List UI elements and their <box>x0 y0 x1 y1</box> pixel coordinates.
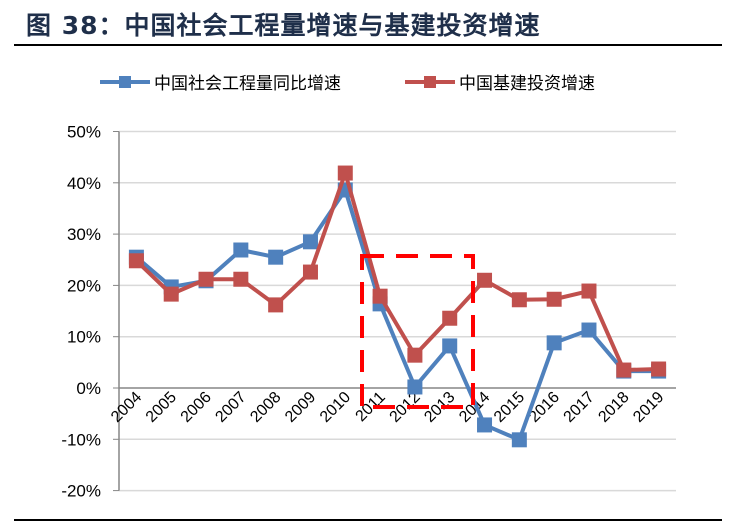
x-tick-label: 2009 <box>282 389 319 426</box>
data-point-marker <box>163 286 179 302</box>
data-point-marker <box>128 253 144 269</box>
data-point-marker <box>581 283 597 299</box>
series-infrastructure-investment <box>128 165 667 378</box>
y-axis: 50% 40% 30% 20% 10% 0% -10% -20% <box>61 123 120 501</box>
y-tick-label: 0% <box>76 379 101 398</box>
data-point-marker <box>233 271 249 287</box>
x-tick-label: 2004 <box>108 389 145 426</box>
y-tick-label: 30% <box>67 225 101 244</box>
y-tick-label: -20% <box>61 482 101 501</box>
data-point-marker <box>581 322 597 338</box>
legend-item: 中国社会工程量同比增速 <box>100 74 341 94</box>
bottom-divider <box>14 519 722 521</box>
data-point-marker <box>511 432 527 448</box>
data-point-marker <box>616 362 632 378</box>
data-point-marker <box>546 291 562 307</box>
x-tick-label: 2019 <box>630 389 667 426</box>
data-point-marker <box>442 338 458 354</box>
data-point-marker <box>511 292 527 308</box>
x-tick-label: 2007 <box>212 389 249 426</box>
data-point-marker <box>477 272 493 288</box>
data-point-marker <box>198 271 214 287</box>
data-point-marker <box>651 361 667 377</box>
chart-legend: 中国社会工程量同比增速 中国基建投资增速 <box>100 74 595 94</box>
y-tick-label: 50% <box>67 123 101 142</box>
title-divider <box>14 44 722 46</box>
data-point-marker <box>407 379 423 395</box>
data-point-marker <box>302 264 318 280</box>
data-point-marker <box>442 310 458 326</box>
legend-label: 中国社会工程量同比增速 <box>154 74 341 94</box>
y-tick-label: 20% <box>67 276 101 295</box>
x-tick-label: 2008 <box>247 389 284 426</box>
data-point-marker <box>546 335 562 351</box>
data-point-marker <box>407 347 423 363</box>
dashed-highlight-box <box>360 254 475 409</box>
legend-marker-icon <box>424 76 436 88</box>
x-tick-label: 2015 <box>491 389 528 426</box>
data-point-marker <box>302 234 318 250</box>
figure-title: 图 38：中国社会工程量增速与基建投资增速 <box>26 11 541 40</box>
y-tick-label: 40% <box>67 174 101 193</box>
data-point-marker <box>477 417 493 433</box>
y-tick-label: -10% <box>61 430 101 449</box>
y-tick-label: 10% <box>67 328 101 347</box>
legend-label: 中国基建投资增速 <box>459 74 595 94</box>
data-point-marker <box>268 297 284 313</box>
chart-gridlines <box>119 130 676 492</box>
chart-series <box>128 165 667 448</box>
x-tick-label: 2006 <box>178 389 215 426</box>
data-point-marker <box>268 249 284 265</box>
x-tick-label: 2005 <box>143 389 180 426</box>
legend-item: 中国基建投资增速 <box>405 74 595 94</box>
x-tick-label: 2010 <box>317 389 354 426</box>
data-point-marker <box>233 242 249 258</box>
highlight-annotation <box>360 254 475 409</box>
x-tick-label: 2017 <box>561 389 598 426</box>
legend-marker-icon <box>119 76 131 88</box>
data-point-marker <box>372 288 388 304</box>
data-point-marker <box>337 165 353 181</box>
x-tick-label: 2018 <box>595 389 632 426</box>
